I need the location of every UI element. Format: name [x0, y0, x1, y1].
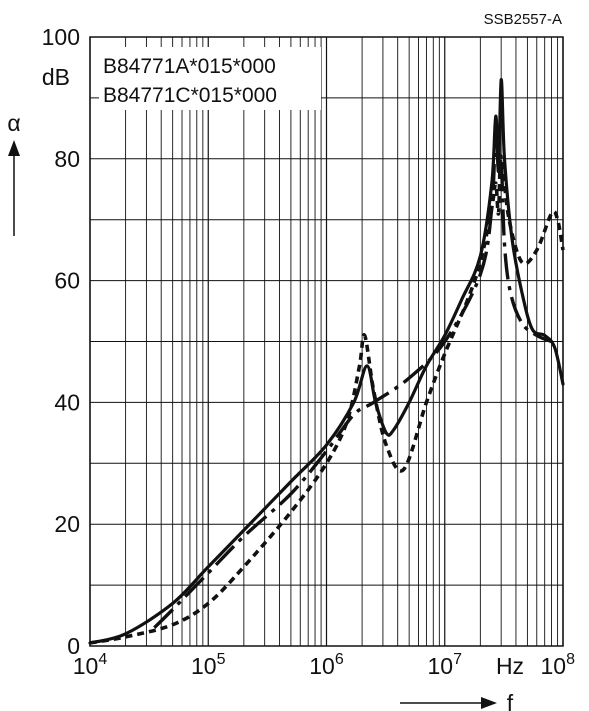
y-tick-label: 80 [54, 146, 80, 172]
y-axis-unit: dB [42, 64, 70, 90]
legend-entry: B84771A*015*000 [103, 55, 276, 78]
plot-frame [89, 36, 564, 647]
y-tick-label: 100 [42, 24, 80, 50]
y-tick-labels: 0 20 40 60 80 100 [42, 24, 80, 659]
x-tick-labels: 104 105 106 107 108 [73, 651, 575, 679]
y-tick-label: 0 [67, 633, 80, 659]
x-tick-label: 106 [309, 651, 344, 679]
x-axis-arrow [400, 697, 497, 709]
y-axis-symbol: α [7, 110, 20, 136]
x-axis-unit: Hz [496, 653, 524, 679]
x-tick-label: 108 [541, 651, 576, 679]
y-axis-arrow [8, 140, 20, 236]
series-line-solid [88, 77, 565, 645]
x-tick-label: 104 [73, 651, 108, 679]
legend: B84771A*015*000 B84771C*015*000 [99, 47, 321, 110]
x-tick-label: 105 [191, 651, 226, 679]
x-tick-label: 107 [428, 651, 463, 679]
figure-id: SSB2557-A [484, 11, 562, 28]
y-tick-label: 40 [54, 389, 80, 415]
y-tick-label: 60 [54, 268, 80, 294]
legend-entry: B84771C*015*000 [103, 84, 277, 107]
y-tick-label: 20 [54, 511, 80, 537]
x-axis-symbol: f [507, 690, 514, 711]
chart-grid [89, 36, 564, 647]
legend-background [99, 47, 321, 110]
chart-series [88, 77, 565, 645]
series-line-dash-dot [153, 126, 553, 629]
series-line-dotted [89, 156, 565, 645]
